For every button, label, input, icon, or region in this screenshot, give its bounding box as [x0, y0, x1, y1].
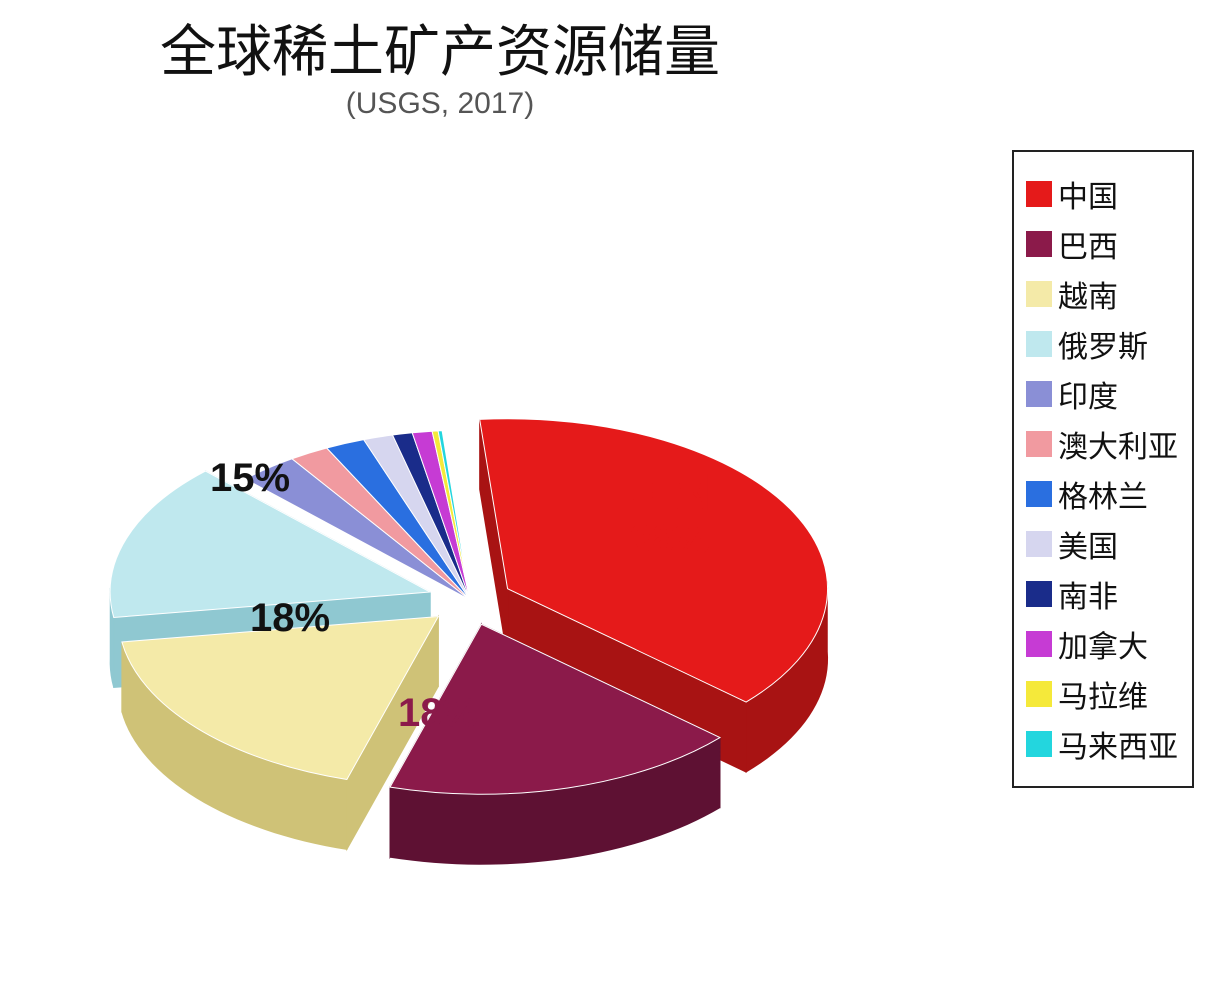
legend-swatch: [1026, 331, 1052, 357]
legend-swatch: [1026, 731, 1052, 757]
legend-item: 南非: [1026, 572, 1178, 616]
legend-label: 澳大利亚: [1058, 422, 1178, 466]
legend-label: 越南: [1058, 272, 1118, 316]
title-block: 全球稀土矿产资源储量 (USGS, 2017): [0, 18, 880, 121]
legend-item: 澳大利亚: [1026, 422, 1178, 466]
chart-subtitle: (USGS, 2017): [0, 87, 880, 121]
legend-swatch: [1026, 231, 1052, 257]
legend-label: 中国: [1058, 172, 1118, 216]
legend-item: 马拉维: [1026, 672, 1178, 716]
legend-item: 印度: [1026, 372, 1178, 416]
legend-swatch: [1026, 531, 1052, 557]
legend-swatch: [1026, 431, 1052, 457]
legend-label: 马来西亚: [1058, 722, 1178, 766]
legend-label: 南非: [1058, 572, 1118, 616]
legend-item: 格林兰: [1026, 472, 1178, 516]
legend-label: 马拉维: [1058, 672, 1148, 716]
legend-label: 格林兰: [1058, 472, 1148, 516]
legend-swatch: [1026, 581, 1052, 607]
legend-swatch: [1026, 631, 1052, 657]
legend-item: 美国: [1026, 522, 1178, 566]
legend-label: 印度: [1058, 372, 1118, 416]
slice-label-中国: 中国38%: [630, 470, 710, 562]
legend-swatch: [1026, 481, 1052, 507]
legend-label: 俄罗斯: [1058, 322, 1148, 366]
legend-label: 巴西: [1058, 222, 1118, 266]
slice-label-越南: 18%: [250, 595, 330, 641]
slice-label-俄罗斯: 15%: [210, 455, 290, 501]
legend-item: 俄罗斯: [1026, 322, 1178, 366]
legend-swatch: [1026, 181, 1052, 207]
pie-svg: [40, 320, 880, 940]
legend-label: 加拿大: [1058, 622, 1148, 666]
watermark: 华大师: [1068, 927, 1200, 988]
legend-item: 巴西: [1026, 222, 1178, 266]
chart-title: 全球稀土矿产资源储量: [0, 18, 880, 85]
legend-swatch: [1026, 681, 1052, 707]
legend-item: 马来西亚: [1026, 722, 1178, 766]
slice-label-巴西: 18%: [398, 690, 478, 736]
legend-swatch: [1026, 281, 1052, 307]
legend-swatch: [1026, 381, 1052, 407]
legend-item: 加拿大: [1026, 622, 1178, 666]
legend-label: 美国: [1058, 522, 1118, 566]
legend-item: 越南: [1026, 272, 1178, 316]
legend-item: 中国: [1026, 172, 1178, 216]
pie-chart: 中国38% 18% 18% 15%: [40, 320, 880, 940]
legend: 中国巴西越南俄罗斯印度澳大利亚格林兰美国南非加拿大马拉维马来西亚: [1012, 150, 1194, 788]
